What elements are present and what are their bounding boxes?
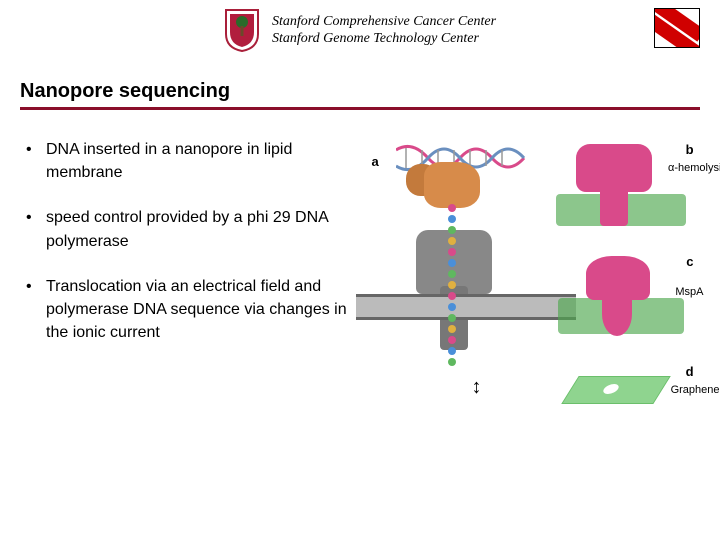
content-area: DNA inserted in a nanopore in lipid memb… (20, 138, 700, 468)
translocation-arrow-icon: ↕ (472, 376, 482, 399)
slide-header: Stanford Comprehensive Cancer Center Sta… (0, 0, 720, 56)
panel-label-b: b (686, 142, 694, 157)
nanopore-figure: a (376, 138, 700, 468)
lipid-membrane-icon (356, 294, 576, 320)
mspa-stem-icon (602, 292, 632, 336)
protein-label-graphene: Graphene (671, 384, 720, 396)
alpha-hemolysin-icon (576, 144, 652, 192)
bullet-item: Translocation via an electrical field an… (20, 275, 372, 345)
protein-label-hemolysin: α-hemolysin (668, 162, 720, 174)
ssdna-strand-icon (450, 204, 454, 374)
figure-panel-c: c MspA (552, 256, 702, 356)
affiliation-line-1: Stanford Comprehensive Cancer Center (272, 13, 496, 31)
panel-label-a: a (372, 154, 379, 169)
title-underline (20, 107, 700, 110)
header-affiliations: Stanford Comprehensive Cancer Center Sta… (272, 13, 496, 48)
figure-panel-a: a (376, 138, 544, 398)
panel-label-d: d (686, 364, 694, 379)
slide-title: Nanopore sequencing (20, 80, 700, 107)
polymerase-icon (424, 162, 480, 208)
bullet-list: DNA inserted in a nanopore in lipid memb… (20, 138, 372, 468)
affiliation-line-2: Stanford Genome Technology Center (272, 30, 496, 48)
panel-label-c: c (686, 254, 693, 269)
bullet-item: DNA inserted in a nanopore in lipid memb… (20, 138, 372, 184)
title-block: Nanopore sequencing (20, 80, 700, 110)
helix-logo-icon (654, 8, 700, 48)
stanford-crest-icon (224, 8, 260, 52)
alpha-hemolysin-stem-icon (600, 186, 628, 226)
bullet-item: speed control provided by a phi 29 DNA p… (20, 206, 372, 252)
protein-label-mspa: MspA (675, 286, 703, 298)
figure-panel-b: b α-hemolysin (552, 144, 702, 244)
figure-panel-d: d Graphene (552, 364, 702, 434)
